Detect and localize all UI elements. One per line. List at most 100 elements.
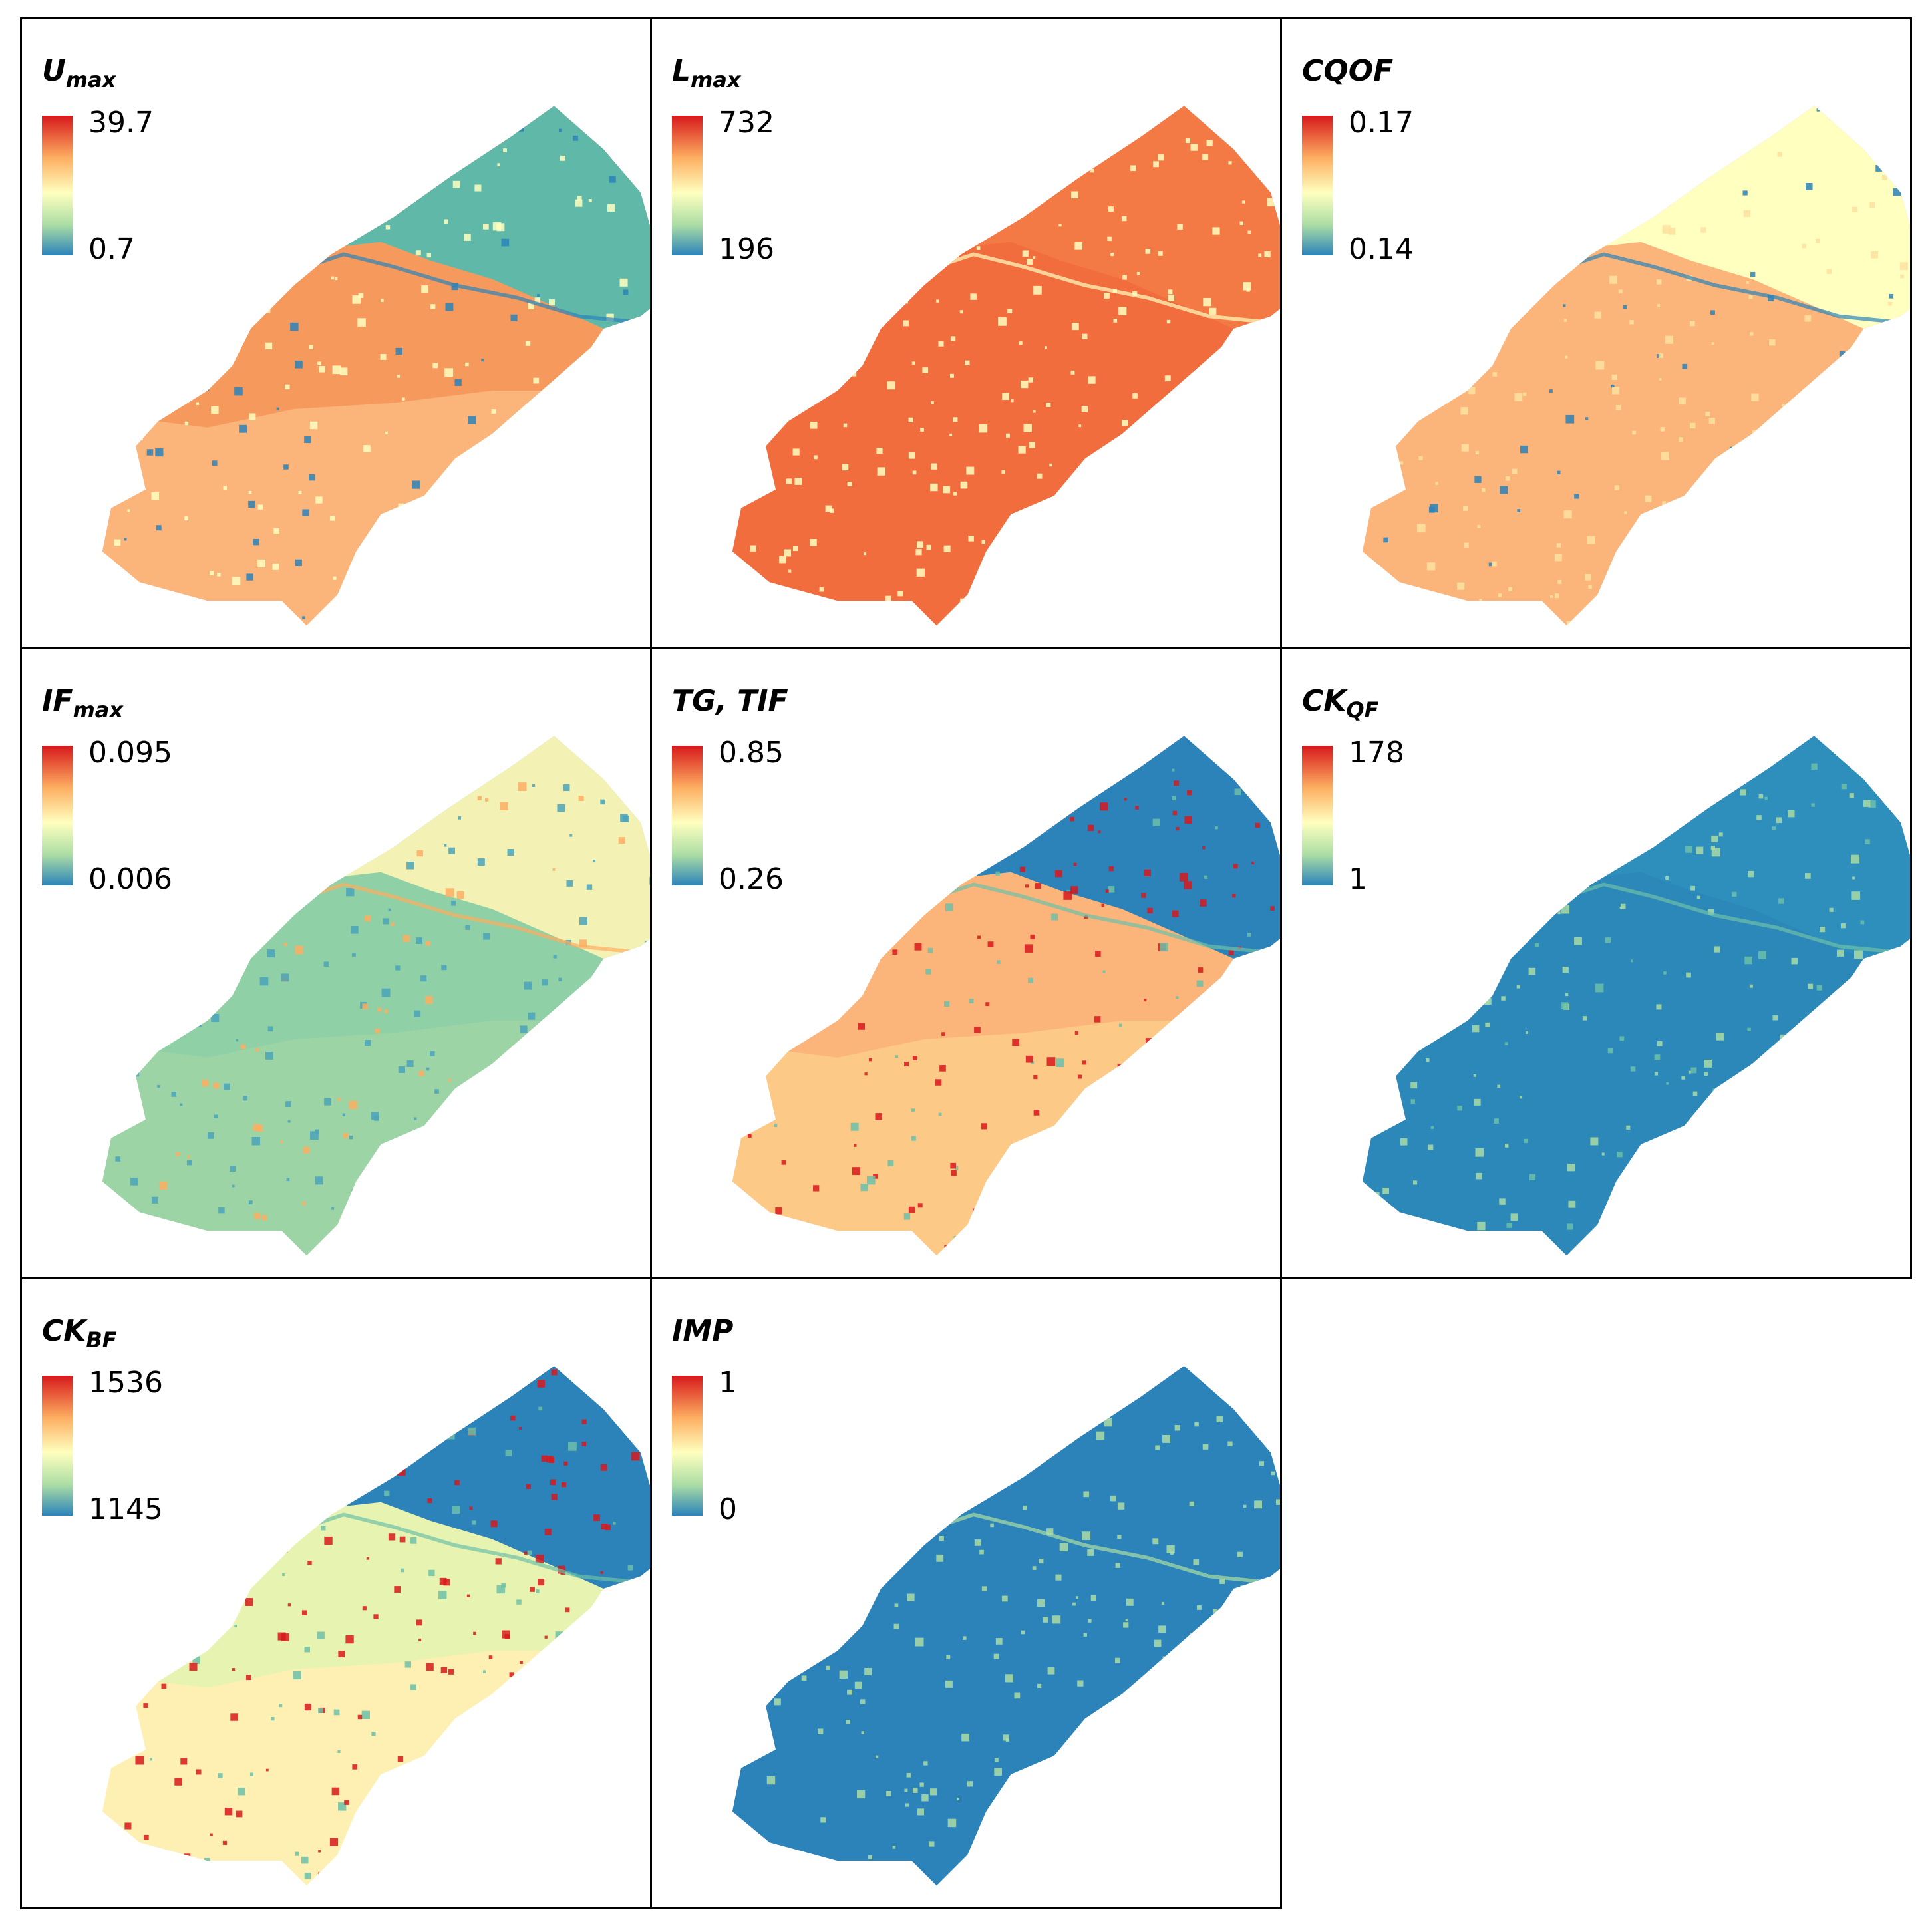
- raster-speckle: [474, 184, 482, 192]
- raster-speckle: [1619, 1036, 1625, 1041]
- raster-speckle: [202, 1486, 208, 1491]
- raster-speckle: [884, 1388, 889, 1394]
- raster-speckle: [1247, 230, 1251, 234]
- raster-speckle: [1049, 1225, 1053, 1229]
- raster-speckle: [357, 318, 366, 327]
- raster-speckle: [336, 827, 339, 830]
- raster-speckle: [601, 363, 609, 372]
- raster-speckle: [886, 1790, 891, 1796]
- legend-max-label: 1536: [88, 1366, 163, 1400]
- raster-speckle: [1846, 468, 1853, 475]
- raster-speckle: [842, 868, 848, 874]
- raster-speckle: [907, 216, 915, 224]
- raster-speckle: [753, 1642, 762, 1651]
- raster-speckle: [187, 1155, 190, 1158]
- raster-speckle: [1225, 502, 1231, 508]
- legend-min-label: 0.7: [88, 232, 135, 266]
- raster-speckle: [805, 1604, 810, 1609]
- raster-speckle: [827, 375, 832, 381]
- raster-speckle: [1855, 1024, 1865, 1033]
- raster-speckle: [911, 768, 917, 775]
- raster-speckle: [969, 999, 974, 1004]
- raster-speckle: [1806, 182, 1813, 190]
- raster-speckle: [1414, 343, 1420, 350]
- raster-speckle: [137, 1479, 145, 1488]
- raster-speckle: [307, 874, 311, 877]
- raster-speckle: [426, 253, 432, 258]
- raster-speckle: [1614, 485, 1620, 490]
- raster-speckle: [486, 1153, 494, 1160]
- raster-speckle: [1741, 462, 1746, 466]
- raster-speckle: [1689, 1120, 1694, 1125]
- raster-speckle: [810, 1621, 820, 1631]
- raster-speckle: [1843, 1191, 1851, 1200]
- raster-speckle: [964, 854, 967, 857]
- raster-speckle: [1254, 1500, 1263, 1509]
- raster-speckle: [977, 935, 981, 939]
- raster-speckle: [1241, 143, 1250, 152]
- raster-speckle: [1519, 1096, 1523, 1099]
- raster-speckle: [540, 496, 546, 502]
- catchment-north-zone: [325, 106, 650, 329]
- raster-speckle: [784, 1675, 788, 1679]
- raster-speckle: [1830, 1126, 1836, 1132]
- raster-speckle: [416, 1619, 422, 1626]
- raster-speckle: [1622, 1192, 1626, 1196]
- raster-speckle: [349, 1135, 353, 1140]
- raster-speckle: [1229, 419, 1238, 428]
- raster-speckle: [232, 577, 241, 585]
- raster-speckle: [307, 1561, 312, 1565]
- raster-speckle: [1399, 218, 1405, 223]
- raster-speckle: [641, 967, 646, 972]
- raster-speckle: [257, 559, 266, 567]
- raster-speckle: [286, 1178, 290, 1182]
- raster-speckle: [1877, 988, 1882, 993]
- raster-speckle: [1005, 433, 1011, 438]
- raster-speckle: [971, 1448, 980, 1458]
- raster-speckle: [903, 1532, 907, 1536]
- catchment-geometry: [1362, 106, 1910, 626]
- raster-speckle: [1007, 308, 1013, 313]
- raster-speckle: [1897, 164, 1902, 168]
- raster-speckle: [1748, 295, 1753, 299]
- raster-speckle: [202, 1560, 207, 1564]
- raster-speckle: [1243, 964, 1251, 972]
- raster-speckle: [1840, 923, 1846, 929]
- raster-speckle: [224, 1083, 230, 1090]
- raster-speckle: [1247, 933, 1251, 937]
- raster-speckle: [1687, 160, 1692, 165]
- raster-speckle: [1124, 798, 1127, 801]
- raster-speckle: [1269, 418, 1277, 426]
- raster-speckle: [1690, 1067, 1697, 1074]
- raster-speckle: [1858, 1150, 1866, 1158]
- raster-speckle: [1458, 809, 1466, 818]
- raster-speckle: [473, 530, 478, 536]
- raster-speckle: [1003, 808, 1007, 812]
- raster-speckle: [1099, 1793, 1106, 1800]
- raster-speckle: [306, 752, 313, 759]
- raster-speckle: [842, 790, 846, 794]
- raster-speckle: [1398, 1035, 1406, 1043]
- raster-speckle: [1508, 587, 1513, 591]
- raster-speckle: [1122, 1209, 1130, 1217]
- raster-speckle: [548, 299, 556, 305]
- raster-speckle: [1136, 523, 1143, 531]
- raster-speckle: [1852, 876, 1855, 880]
- raster-speckle: [1893, 188, 1901, 196]
- raster-speckle: [174, 157, 178, 160]
- raster-speckle: [1104, 1082, 1112, 1090]
- raster-speckle: [1126, 1598, 1134, 1606]
- raster-speckle: [114, 539, 121, 546]
- river-line: [1565, 252, 1901, 325]
- raster-speckle: [192, 252, 198, 258]
- raster-speckle: [276, 407, 279, 410]
- panel-imp: IMP 1 0: [650, 1277, 1282, 1909]
- raster-speckle: [994, 1768, 1002, 1776]
- panel-title: CKBF: [42, 1314, 117, 1353]
- raster-speckle: [1852, 206, 1858, 212]
- raster-speckle: [1027, 977, 1033, 983]
- raster-speckle: [1178, 390, 1186, 398]
- raster-speckle: [601, 1524, 608, 1530]
- legend-min-label: 0: [719, 1492, 737, 1526]
- raster-speckle: [1030, 934, 1035, 940]
